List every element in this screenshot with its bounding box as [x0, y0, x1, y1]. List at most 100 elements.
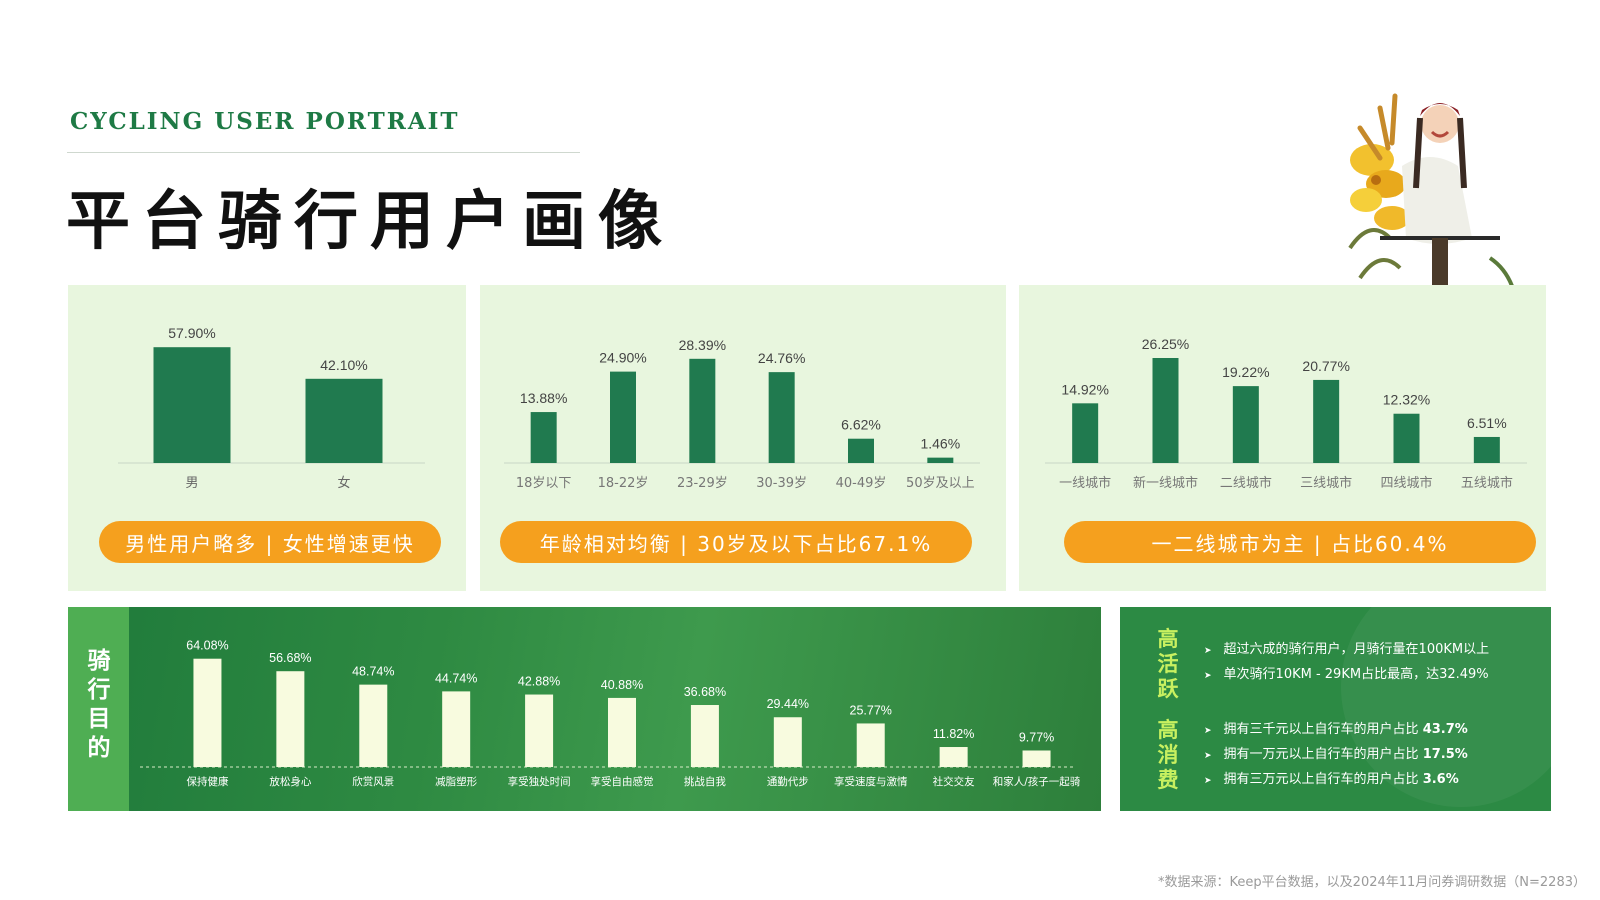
- data-label: 13.88%: [520, 390, 567, 406]
- data-label: 64.08%: [186, 639, 228, 653]
- category-label: 男: [185, 476, 198, 491]
- data-label: 14.92%: [1061, 381, 1108, 397]
- data-label: 42.10%: [320, 357, 367, 373]
- arrow-bullet-icon: ➤: [1204, 646, 1212, 656]
- arrow-bullet-icon: ➤: [1204, 671, 1212, 681]
- category-label: 社交交友: [933, 775, 975, 788]
- bar: [927, 457, 954, 463]
- age-panel: 13.88% 18岁以下 24.90% 18-22岁 28.39% 23-29岁 24.76…: [480, 285, 1006, 591]
- bar: [525, 694, 554, 767]
- category-label: 四线城市: [1380, 475, 1432, 491]
- bar: [530, 412, 557, 463]
- bar: [1152, 358, 1179, 463]
- bar: [359, 684, 388, 767]
- data-label: 42.88%: [518, 675, 560, 689]
- bar: [1072, 403, 1099, 463]
- eyebrow-divider: [67, 152, 580, 153]
- category-label: 二线城市: [1220, 475, 1272, 491]
- category-label: 三线城市: [1300, 475, 1352, 491]
- data-label: 24.76%: [758, 350, 805, 366]
- category-label: 挑战自我: [684, 775, 726, 788]
- eyebrow-title: CYCLING USER PORTRAIT: [70, 108, 460, 135]
- category-label: 通勤代步: [767, 775, 809, 788]
- bar: [689, 358, 716, 463]
- arrow-bullet-icon: ➤: [1204, 776, 1212, 786]
- bar: [193, 658, 222, 767]
- bar: [856, 723, 885, 767]
- list-item: ➤ 单次骑行10KM - 29KM占比最高，达32.49%: [1204, 667, 1489, 682]
- gender-summary-pill: 男性用户略多 | 女性增速更快: [99, 521, 441, 563]
- high-spending-heading: 高消费: [1157, 718, 1179, 792]
- city-summary-pill: 一二线城市为主 | 占比60.4%: [1064, 521, 1536, 563]
- arrow-bullet-icon: ➤: [1204, 726, 1212, 736]
- purpose-panel: 骑行目的 64.08% 保持健康 56.68% 放松身心 48.74% 欣赏风景 44.74…: [68, 607, 1101, 811]
- gender-panel: 57.90% 男 42.10% 女 男性用户略多 | 女性增速更快: [68, 285, 466, 591]
- list-item: ➤ 拥有三千元以上自行车的用户占比 43.7%: [1204, 722, 1468, 737]
- data-label: 36.68%: [684, 685, 726, 699]
- data-label: 19.22%: [1222, 364, 1269, 380]
- bar: [690, 705, 719, 767]
- category-label: 23-29岁: [677, 476, 728, 491]
- data-label: 44.74%: [435, 671, 477, 685]
- category-label: 和家人/孩子一起骑: [993, 775, 1081, 788]
- purpose-side-label: 骑行目的: [87, 648, 111, 761]
- data-label: 48.74%: [352, 665, 394, 679]
- bar: [1473, 436, 1500, 463]
- data-label: 28.39%: [679, 337, 726, 353]
- data-label: 26.25%: [1142, 336, 1189, 352]
- data-label: 12.32%: [1383, 392, 1430, 408]
- data-label: 1.46%: [920, 436, 960, 452]
- category-label: 40-49岁: [836, 476, 887, 491]
- purpose-chart: 64.08% 保持健康 56.68% 放松身心 48.74% 欣赏风景 44.74% 减脂塑形…: [140, 639, 1081, 788]
- category-label: 享受独处时间: [508, 775, 571, 788]
- cyclist-illustration: [1348, 93, 1514, 286]
- high-spending-list: ➤ 拥有三千元以上自行车的用户占比 43.7% ➤ 拥有一万元以上自行车的用户占比 …: [1204, 718, 1468, 793]
- data-label: 6.62%: [841, 417, 881, 433]
- age-summary-pill: 年龄相对均衡 | 30岁及以下占比67.1%: [500, 521, 972, 563]
- bar: [773, 717, 802, 767]
- bar: [768, 372, 795, 463]
- bar: [1313, 379, 1340, 463]
- high-activity-heading: 高活跃: [1157, 627, 1179, 701]
- category-label: 减脂塑形: [435, 775, 477, 788]
- cyclist-figure: [1380, 103, 1514, 286]
- data-label: 9.77%: [1019, 730, 1054, 744]
- category-label: 享受自由感觉: [591, 775, 654, 788]
- bar: [608, 697, 636, 767]
- list-item: ➤ 拥有三万元以上自行车的用户占比 3.6%: [1204, 772, 1459, 787]
- bar: [153, 347, 231, 463]
- category-label: 享受速度与激情: [834, 775, 908, 788]
- data-source-footnote: *数据来源：Keep平台数据，以及2024年11月问券调研数据（N=2283）: [1158, 875, 1586, 890]
- data-label: 11.82%: [933, 727, 974, 741]
- arrow-bullet-icon: ➤: [1204, 751, 1212, 761]
- category-label: 一线城市: [1059, 475, 1111, 491]
- data-label: 57.90%: [168, 325, 215, 341]
- high-activity-list: ➤ 超过六成的骑行用户，月骑行量在100KM以上 ➤ 单次骑行10KM - 29KM…: [1204, 638, 1489, 688]
- category-label: 放松身心: [269, 775, 311, 788]
- category-label: 50岁及以上: [906, 476, 975, 491]
- data-label: 24.90%: [599, 350, 646, 366]
- data-label: 56.68%: [269, 651, 311, 665]
- data-label: 29.44%: [767, 697, 809, 711]
- list-item: ➤ 拥有一万元以上自行车的用户占比 17.5%: [1204, 747, 1468, 762]
- category-label: 新一线城市: [1133, 475, 1198, 491]
- category-label: 18-22岁: [598, 476, 649, 491]
- category-label: 保持健康: [186, 775, 228, 788]
- flower-decoration: [1348, 93, 1410, 280]
- bar: [848, 438, 874, 463]
- data-label: 6.51%: [1467, 415, 1507, 431]
- page-title: 平台骑行用户画像: [66, 185, 674, 259]
- category-label: 18岁以下: [516, 476, 572, 491]
- city-panel: 14.92% 一线城市 26.25% 新一线城市 19.22% 二线城市 20.77% 三线城…: [1019, 285, 1546, 591]
- data-label: 20.77%: [1302, 358, 1349, 374]
- category-label: 欣赏风景: [352, 775, 394, 788]
- insight-panel: 高活跃 ➤ 超过六成的骑行用户，月骑行量在100KM以上 ➤ 单次骑行10KM - …: [1120, 607, 1551, 811]
- category-label: 30-39岁: [756, 476, 807, 491]
- bar: [1022, 750, 1051, 767]
- data-label: 40.88%: [601, 678, 643, 692]
- bar: [442, 691, 471, 767]
- purpose-side-tab: 骑行目的: [68, 607, 129, 811]
- category-label: 五线城市: [1461, 475, 1513, 491]
- data-label: 25.77%: [850, 703, 892, 717]
- gender-chart: 57.90% 男 42.10% 女: [118, 325, 425, 491]
